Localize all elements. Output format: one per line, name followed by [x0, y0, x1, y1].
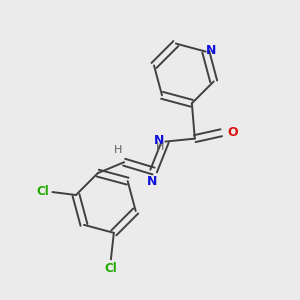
Text: Cl: Cl	[36, 185, 49, 198]
Text: O: O	[227, 126, 238, 139]
Text: N: N	[206, 44, 216, 57]
Text: Cl: Cl	[104, 262, 117, 275]
Text: H: H	[156, 142, 164, 152]
Text: N: N	[154, 134, 164, 147]
Text: H: H	[114, 145, 122, 155]
Text: N: N	[147, 176, 157, 188]
